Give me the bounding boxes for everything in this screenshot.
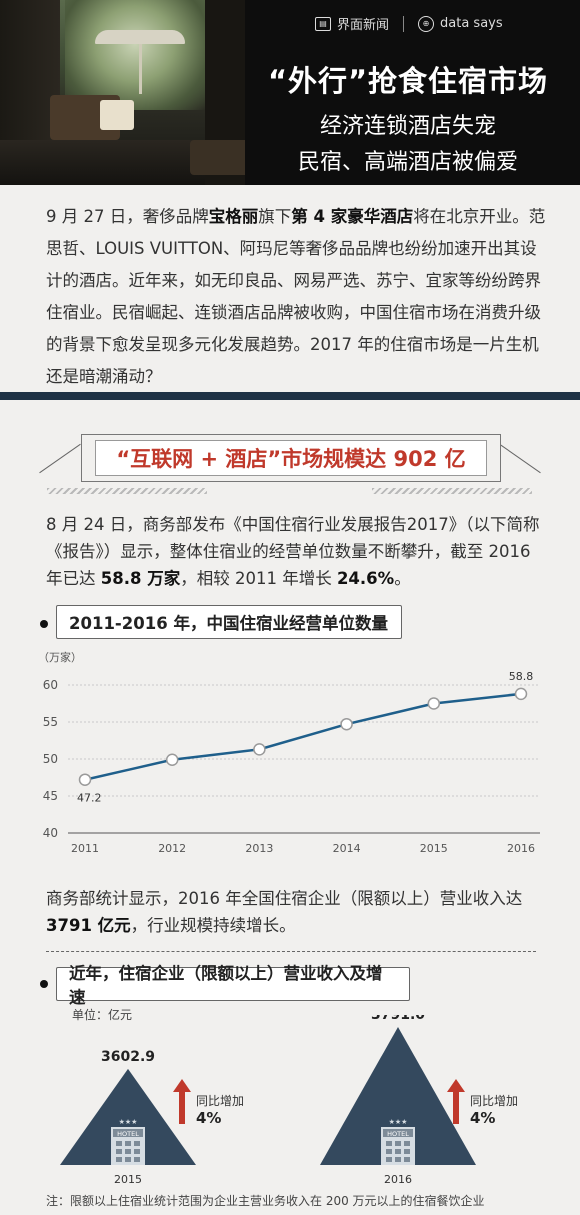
heading-stripe-right (372, 488, 532, 494)
growth-label: 同比增加 (196, 1094, 244, 1108)
x-tick-label: 2014 (333, 842, 361, 855)
section-divider-band (0, 392, 580, 400)
hotel-window (125, 1157, 131, 1162)
intro-bold-brand: 宝格丽 (208, 207, 259, 226)
year-label: 2016 (384, 1173, 412, 1186)
series-line (84, 692, 522, 781)
hotel-window (395, 1141, 401, 1146)
x-tick-label: 2011 (71, 842, 99, 855)
data-point (340, 717, 353, 731)
heading-right-line (499, 443, 541, 474)
revenue-paragraph: 商务部统计显示，2016 年全国住宿企业（限额以上）营业收入达 3791 亿元，… (46, 889, 523, 935)
data-point (78, 773, 92, 786)
jiemian-logo-icon: ▤ (315, 16, 331, 31)
hotel-window (134, 1157, 140, 1162)
data-point (165, 753, 179, 766)
data-point (253, 743, 266, 756)
brand-datasays: data says (440, 16, 503, 31)
revenue-triangle (60, 1068, 196, 1165)
y-tick-label: 60 (43, 678, 58, 692)
growth-arrow-icon (453, 1090, 459, 1124)
hotel-window (125, 1149, 131, 1154)
hotel-stars-icon: ★★★ (119, 1118, 138, 1126)
growth-arrow-head-icon (173, 1079, 191, 1092)
growth-bold: 24.6% (336, 569, 395, 588)
section-heading: “互联网 + 酒店”市场规模达 902 亿 (39, 428, 541, 488)
x-tick-label: 2016 (507, 842, 535, 855)
hotel-window (116, 1141, 122, 1146)
chart2-title: 近年，住宿企业（限额以上）营业收入及增速 (56, 964, 410, 1007)
year-label: 2015 (114, 1173, 142, 1186)
hotel-window (134, 1141, 140, 1146)
chart1-bullet (40, 620, 48, 628)
hotel-sign (383, 1129, 413, 1137)
y-tick-label: 50 (43, 752, 58, 766)
chart2-bullet (40, 980, 48, 988)
chart1-title: 2011-2016 年，中国住宿业经营单位数量 (56, 605, 402, 639)
x-tick-label: 2012 (158, 842, 186, 855)
y-tick-label: 45 (43, 789, 58, 803)
footnote: 注：限额以上住宿业统计范围为企业主营业务收入在 200 万元以上的住宿餐饮企业 (46, 1194, 485, 1208)
x-tick-label: 2013 (245, 842, 273, 855)
chart2-unit: 单位：亿元 (72, 1008, 133, 1022)
hotel-sign-label: HOTEL (387, 1130, 409, 1138)
hotel-window (386, 1141, 392, 1146)
heading-stripe-left (47, 488, 207, 494)
revenue-triangle (320, 1027, 476, 1165)
hotel-window (395, 1157, 401, 1162)
page-subtitle-1: 经济连锁酒店失宠 (319, 114, 496, 139)
hotel-window (386, 1157, 392, 1162)
hotel-window (386, 1149, 392, 1154)
hotel-window (404, 1149, 410, 1154)
report-paragraph: 8 月 24 日，商务部发布《中国住宿行业发展报告2017》（以下简称《报告》）… (46, 515, 540, 588)
hotel-window (125, 1141, 131, 1146)
hotel-window (134, 1149, 140, 1154)
header-banner: ▤ 界面新闻 ⊕ data says “外行”抢食住宿市场 经济连锁酒店失宠 民… (0, 0, 580, 185)
brand-jiemian: 界面新闻 (337, 18, 390, 33)
intro-bold-hotel: 第 4 家豪华酒店 (291, 207, 414, 226)
growth-value: 4% (196, 1109, 221, 1127)
hotel-lounge-photo (0, 0, 245, 185)
brand-row: ▤ 界面新闻 ⊕ data says (315, 14, 503, 33)
data-point (514, 687, 528, 701)
line-chart: （万家） 40 45 50 55 60 2011 2012 2013 2014 2015 2016 47… (38, 650, 540, 855)
growth-value: 4% (470, 1109, 495, 1127)
data-point (427, 697, 441, 710)
hotel-window (116, 1149, 122, 1154)
y-axis-unit: （万家） (38, 650, 82, 664)
growth-label: 同比增加 (470, 1094, 518, 1108)
value-label: 3791.0 (371, 1015, 425, 1023)
intro-section: 9 月 27 日，奢侈品牌宝格丽旗下第 4 家豪华酒店将在北京开业。范思哲、LO… (0, 185, 580, 392)
data-label: 58.8 (509, 670, 534, 683)
heading-left-line (39, 443, 81, 474)
revenue-chart: 3602.9HOTEL★★★2015同比增加4%3791.0HOTEL★★★20… (60, 1015, 518, 1186)
hotel-window (404, 1141, 410, 1146)
units-bold: 58.8 万家 (100, 569, 181, 588)
hotel-stars-icon: ★★★ (389, 1118, 408, 1126)
dashed-divider (46, 951, 536, 952)
hotel-window (404, 1157, 410, 1162)
datasays-logo-icon: ⊕ (418, 15, 435, 32)
hotel-sign (113, 1129, 143, 1137)
y-tick-label: 40 (43, 826, 58, 840)
page-subtitle-2: 民宿、高端酒店被偏爱 (297, 150, 518, 175)
brand-divider (403, 15, 405, 32)
hotel-window (395, 1149, 401, 1154)
heading-text: “互联网 + 酒店”市场规模达 902 亿 (95, 440, 487, 476)
page-title: “外行”抢食住宿市场 (267, 64, 549, 98)
growth-arrow-icon (179, 1090, 185, 1124)
y-tick-label: 55 (43, 715, 58, 729)
data-label: 47.2 (77, 792, 102, 805)
hotel-sign-label: HOTEL (117, 1130, 139, 1138)
hotel-window (116, 1157, 122, 1162)
intro-paragraph: 9 月 27 日，奢侈品牌宝格丽旗下第 4 家豪华酒店将在北京开业。范思哲、LO… (46, 207, 546, 386)
value-label: 3602.9 (101, 1049, 155, 1065)
revenue-bold: 3791 亿元 (46, 916, 131, 935)
x-tick-label: 2015 (420, 842, 448, 855)
growth-arrow-head-icon (447, 1079, 465, 1092)
